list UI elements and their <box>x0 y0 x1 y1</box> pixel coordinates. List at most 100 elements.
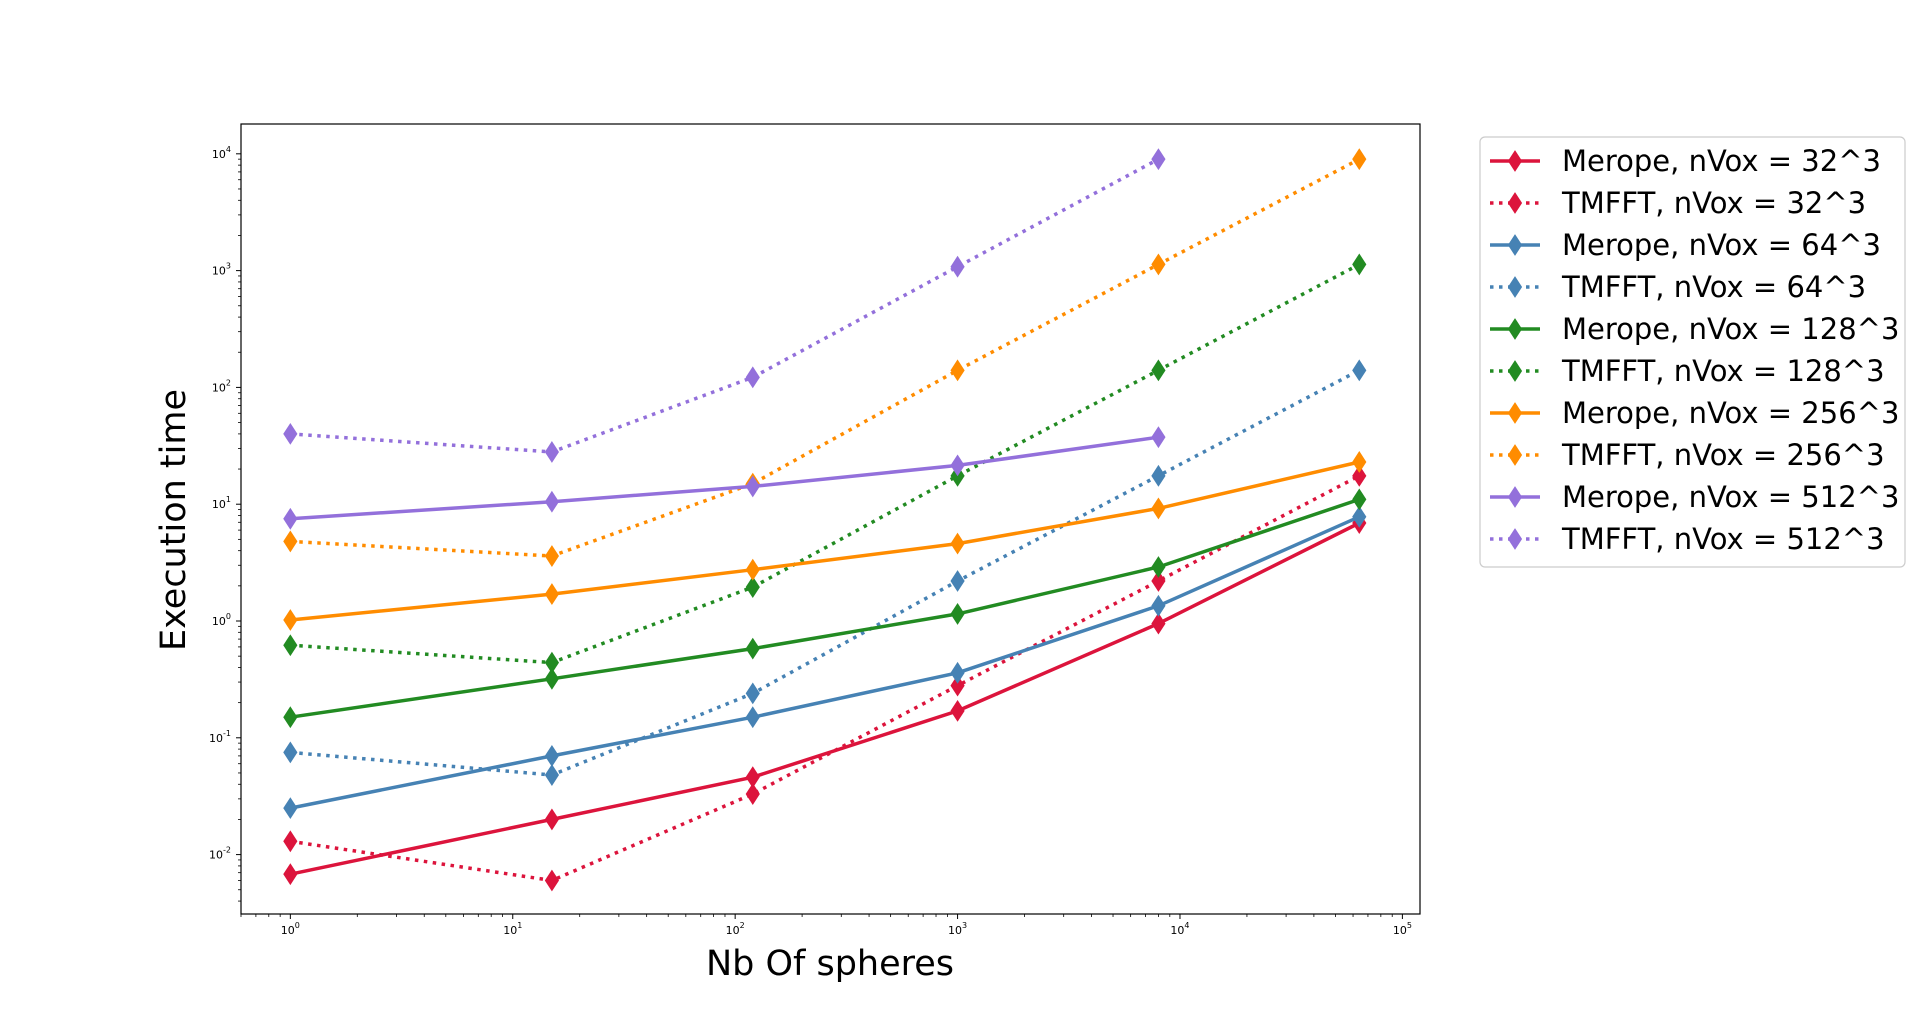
data-point <box>950 255 965 278</box>
legend-entry: TMFFT, nVox = 256^3 <box>1490 438 1885 472</box>
data-point <box>950 602 965 625</box>
y-tick-label: 102 <box>212 378 231 394</box>
legend-marker <box>1507 276 1523 298</box>
data-point <box>1352 488 1367 511</box>
legend-label: TMFFT, nVox = 64^3 <box>1561 270 1866 304</box>
series-1 <box>283 512 1367 886</box>
legend-entry: Merope, nVox = 256^3 <box>1490 396 1899 430</box>
data-point <box>283 609 298 631</box>
data-point <box>1352 505 1367 528</box>
legend-marker <box>1507 360 1523 382</box>
data-point <box>544 869 560 892</box>
data-point <box>544 764 560 786</box>
data-point <box>745 783 760 805</box>
y-tick-label: 101 <box>212 495 231 511</box>
data-point <box>1352 464 1367 487</box>
y-axis-title: Execution time <box>154 389 194 651</box>
series-6 <box>283 253 1367 674</box>
data-point <box>544 545 560 567</box>
data-point <box>1151 426 1166 449</box>
y-tick-label: 10-2 <box>209 846 231 862</box>
legend-marker <box>1507 318 1523 340</box>
series-3 <box>283 505 1367 820</box>
data-point <box>745 706 760 729</box>
data-point <box>1151 497 1166 520</box>
data-point <box>1352 451 1367 473</box>
data-point <box>950 532 965 555</box>
data-point <box>1352 253 1367 276</box>
data-point <box>1352 359 1367 382</box>
series-9 <box>283 426 1166 530</box>
data-point <box>544 808 560 831</box>
legend-entry: Merope, nVox = 64^3 <box>1490 228 1881 262</box>
data-point <box>950 454 965 477</box>
data-point <box>544 441 560 463</box>
y-tick-label: 10-1 <box>209 729 231 745</box>
legend-entry: TMFFT, nVox = 128^3 <box>1490 354 1885 388</box>
legend-label: TMFFT, nVox = 256^3 <box>1561 438 1885 472</box>
data-point <box>1151 148 1166 171</box>
series-line <box>289 521 1361 876</box>
x-tick-label: 102 <box>726 921 745 937</box>
data-point <box>544 583 560 606</box>
legend-label: Merope, nVox = 512^3 <box>1562 480 1899 514</box>
series-4 <box>283 359 1367 786</box>
legend-label: TMFFT, nVox = 32^3 <box>1561 186 1866 220</box>
series-line <box>290 435 1159 521</box>
data-point <box>283 797 298 820</box>
x-tick-label: 101 <box>503 921 522 937</box>
series-line <box>290 262 1361 665</box>
series-5 <box>283 488 1367 729</box>
legend-entry: TMFFT, nVox = 32^3 <box>1490 186 1866 220</box>
legend-frame <box>1479 136 1906 568</box>
legend-marker <box>1507 150 1523 172</box>
data-point <box>1151 359 1166 382</box>
series-7 <box>283 451 1367 631</box>
legend-entry: Merope, nVox = 128^3 <box>1490 312 1899 346</box>
data-point <box>1151 570 1166 592</box>
data-point <box>283 706 298 729</box>
legend-marker <box>1507 192 1523 214</box>
series-line <box>289 515 1361 810</box>
data-point <box>745 682 760 705</box>
data-point <box>745 576 760 599</box>
legend-label: TMFFT, nVox = 128^3 <box>1561 354 1885 388</box>
x-axis-title: Nb Of spheres <box>706 944 954 984</box>
legend-entry: Merope, nVox = 512^3 <box>1490 480 1899 514</box>
data-point <box>283 530 298 553</box>
data-point <box>283 507 298 530</box>
series-line <box>290 474 1361 883</box>
legend-entry: Merope, nVox = 32^3 <box>1490 144 1881 178</box>
data-point <box>1151 464 1166 487</box>
y-tick-label: 100 <box>212 612 231 628</box>
data-point <box>544 490 560 513</box>
x-tick-label: 104 <box>1170 921 1189 937</box>
data-point <box>745 637 760 660</box>
data-point <box>950 570 965 592</box>
plot-frame <box>240 123 1421 915</box>
legend-label: Merope, nVox = 256^3 <box>1562 396 1899 430</box>
data-point <box>745 475 760 498</box>
series-line <box>290 497 1360 719</box>
series-10 <box>283 148 1166 463</box>
series-line <box>290 157 1361 558</box>
legend-marker <box>1507 486 1523 508</box>
data-point <box>950 661 965 684</box>
data-point <box>950 359 965 382</box>
data-point <box>283 741 298 764</box>
legend-label: Merope, nVox = 64^3 <box>1562 228 1881 262</box>
data-point <box>950 699 965 722</box>
data-point <box>283 634 298 657</box>
data-point <box>745 366 760 389</box>
data-point <box>283 830 298 853</box>
series-line <box>290 368 1361 777</box>
data-point <box>1151 253 1166 276</box>
data-point <box>283 863 298 886</box>
legend-marker <box>1507 402 1523 424</box>
x-axis-ticks: 100 101 102 103 104 105 <box>240 914 1412 937</box>
legend-label: Merope, nVox = 128^3 <box>1562 312 1899 346</box>
legend-marker <box>1507 234 1523 256</box>
legend-label: Merope, nVox = 32^3 <box>1562 144 1881 178</box>
data-point <box>1151 556 1166 578</box>
